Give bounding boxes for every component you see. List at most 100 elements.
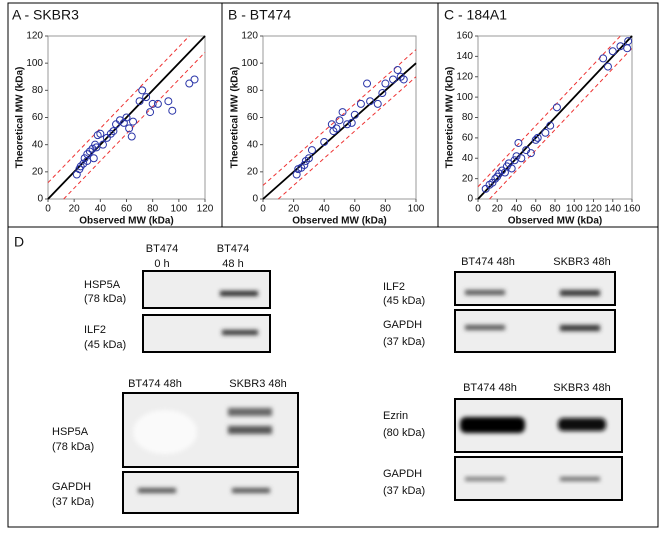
band [228, 408, 272, 416]
point [80, 154, 89, 163]
point [88, 144, 97, 153]
row-label: Ezrin [383, 410, 408, 422]
row-label: ILF2 [84, 324, 106, 336]
point [526, 149, 535, 158]
point [546, 121, 555, 130]
band [560, 325, 600, 331]
row-label: (37 kDa) [383, 485, 425, 497]
row-label: (78 kDa) [84, 293, 126, 305]
point [541, 128, 550, 137]
point [603, 62, 612, 71]
point [320, 137, 329, 146]
x-tick-label: 120 [197, 204, 214, 215]
point [363, 79, 372, 88]
point [356, 99, 365, 108]
blot-artifact [133, 410, 197, 454]
y-tick-label: 120 [241, 31, 258, 42]
point [292, 170, 301, 179]
point [190, 75, 199, 84]
y-tick-label: 20 [247, 166, 259, 177]
panel-title: A - SKBR3 [12, 7, 79, 23]
x-tick-label: 100 [408, 204, 425, 215]
x-tick-label: 40 [511, 204, 523, 215]
point [517, 154, 526, 163]
point [89, 154, 98, 163]
y-tick-label: 60 [32, 112, 44, 123]
x-tick-label: 160 [624, 204, 641, 215]
y-axis-label: Theoretical MW (kDa) [15, 67, 26, 169]
point [533, 133, 542, 142]
y-tick-label: 80 [462, 112, 474, 123]
point [85, 147, 94, 156]
row-label: (45 kDa) [383, 295, 425, 307]
y-axis-label: Theoretical MW (kDa) [230, 67, 241, 169]
identity-line [262, 62, 417, 200]
x-tick-label: 60 [349, 204, 361, 215]
band [465, 325, 505, 330]
row-label: GAPDH [383, 468, 422, 480]
point [343, 120, 352, 129]
point [129, 117, 138, 126]
blot [142, 270, 271, 309]
lane-label: SKBR3 48h [553, 256, 610, 268]
band-line [277, 76, 417, 200]
point [106, 129, 115, 138]
figure-border [7, 2, 659, 528]
band [465, 477, 505, 481]
point [381, 79, 390, 88]
y-tick-label: 20 [32, 166, 44, 177]
point [623, 44, 632, 53]
panel-title: B - BT474 [228, 7, 291, 23]
band-line [477, 35, 621, 188]
y-tick-label: 40 [247, 139, 259, 150]
point [512, 152, 521, 161]
x-tick-label: 80 [380, 204, 392, 215]
x-tick-label: 140 [604, 204, 621, 215]
band-line [47, 35, 190, 184]
point [338, 108, 347, 117]
point [122, 113, 131, 122]
lane-label: BT474 48h [128, 378, 182, 390]
band [228, 426, 272, 434]
band [465, 290, 505, 295]
row-label: ILF2 [383, 281, 405, 293]
x-tick-label: 80 [549, 204, 561, 215]
point [125, 124, 134, 133]
point [507, 164, 516, 173]
row-label: (78 kDa) [52, 441, 94, 453]
band-line [63, 51, 206, 200]
y-tick-label: 120 [26, 31, 43, 42]
point [96, 129, 105, 138]
point [300, 161, 309, 170]
row-label: (37 kDa) [383, 336, 425, 348]
point [79, 159, 88, 168]
point [389, 75, 398, 84]
lane-label: BT474 [146, 243, 178, 255]
point [608, 47, 617, 56]
y-tick-label: 100 [456, 92, 473, 103]
row-label: HSP5A [84, 279, 121, 291]
band [560, 290, 600, 296]
point [127, 132, 136, 141]
point [514, 138, 523, 147]
lane-label: BT474 [217, 243, 249, 255]
x-tick-label: 40 [95, 204, 107, 215]
point [92, 143, 101, 152]
plot-area [262, 35, 417, 200]
point [142, 93, 151, 102]
x-tick-label: 60 [121, 204, 133, 215]
point [399, 75, 408, 84]
point [599, 54, 608, 63]
point [624, 37, 633, 46]
x-tick-label: 80 [147, 204, 159, 215]
lane-label: BT474 48h [461, 256, 515, 268]
y-tick-label: 80 [247, 85, 259, 96]
x-axis-label: Observed MW (kDa) [508, 216, 602, 227]
point [335, 116, 344, 125]
point [115, 116, 124, 125]
y-tick-label: 40 [32, 139, 44, 150]
x-axis-label: Observed MW (kDa) [79, 216, 173, 227]
identity-line [47, 35, 206, 200]
band [560, 477, 600, 481]
y-tick-label: 60 [247, 112, 259, 123]
